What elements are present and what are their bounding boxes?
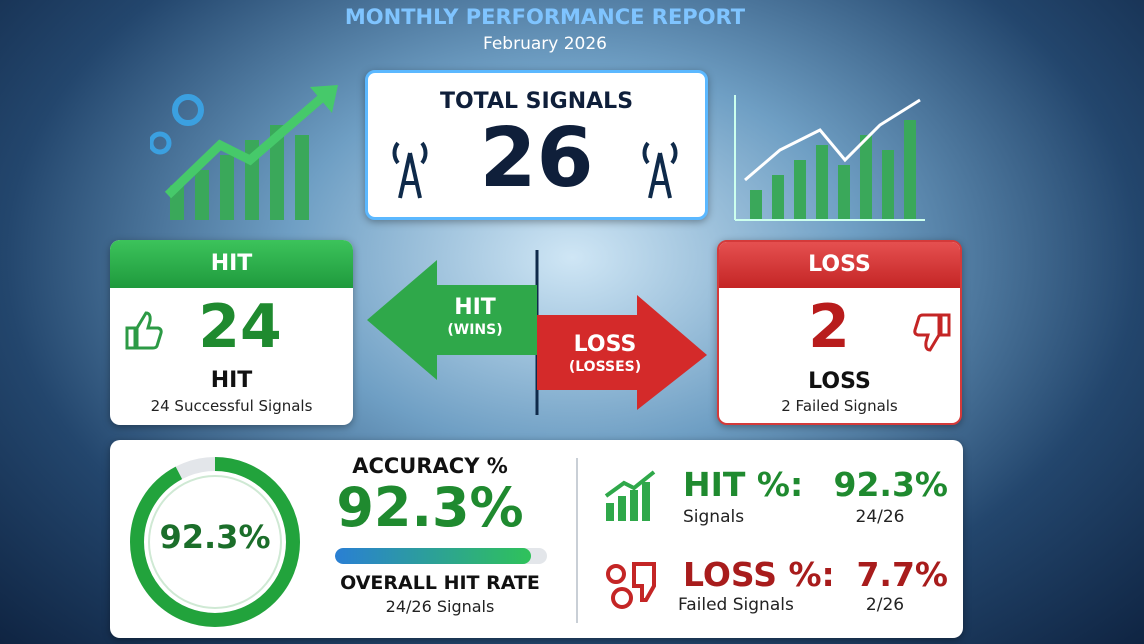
hit-caption: 24 Successful Signals bbox=[150, 397, 313, 415]
hit-pct-caption: Signals bbox=[683, 507, 745, 527]
loss-icon bbox=[606, 562, 656, 609]
arrow-loss-label: LOSS bbox=[573, 332, 637, 357]
gauge-label: 92.3% bbox=[159, 518, 271, 556]
gauge bbox=[130, 457, 300, 627]
loss-caption: 2 Failed Signals bbox=[781, 397, 898, 415]
hit-pct-ratio: 24/26 bbox=[855, 507, 905, 527]
subtitle: February 2026 bbox=[483, 34, 607, 54]
hit-card: HIT 24 HIT 24 Successful Signals bbox=[110, 240, 353, 425]
total-card: TOTAL SIGNALS 26 bbox=[365, 70, 708, 220]
antenna-icons bbox=[392, 141, 678, 199]
hit-pct-label: HIT %: bbox=[683, 465, 804, 504]
rate-caption: 24/26 Signals bbox=[385, 597, 495, 616]
accuracy-value: 92.3% bbox=[336, 476, 524, 539]
loss-pct-caption: Failed Signals bbox=[678, 595, 794, 615]
divider bbox=[576, 458, 578, 623]
accuracy-title: ACCURACY % bbox=[352, 454, 508, 478]
chart-icon bbox=[604, 470, 656, 521]
total-label: TOTAL SIGNALS bbox=[439, 89, 634, 114]
decor-chart-left bbox=[150, 85, 338, 220]
hit-header: HIT bbox=[110, 240, 353, 288]
thumb-down-icon bbox=[913, 313, 951, 352]
loss-pct-label: LOSS %: bbox=[683, 555, 835, 594]
hit-label: HIT bbox=[210, 368, 253, 393]
arrow-loss-sub: (LOSSES) bbox=[568, 359, 642, 375]
title: MONTHLY PERFORMANCE REPORT bbox=[344, 5, 746, 29]
arrows bbox=[367, 250, 707, 415]
rate-label: OVERALL HIT RATE bbox=[340, 572, 540, 594]
progress-fill bbox=[335, 548, 531, 564]
total-value: 26 bbox=[479, 111, 594, 206]
progress-track bbox=[335, 548, 547, 564]
hit-pct-value: 92.3% bbox=[833, 465, 949, 504]
loss-pct-ratio: 2/26 bbox=[865, 595, 905, 615]
gauge-arc bbox=[130, 457, 300, 627]
hit-value: 24 bbox=[198, 292, 282, 362]
thumb-up-icon bbox=[125, 311, 163, 350]
decor-chart-right bbox=[734, 95, 925, 221]
arrow-hit-label: HIT bbox=[454, 295, 496, 320]
loss-header: LOSS bbox=[719, 242, 960, 288]
loss-label: LOSS bbox=[808, 369, 871, 394]
loss-value: 2 bbox=[808, 292, 850, 362]
loss-card: LOSS 2 LOSS 2 Failed Signals bbox=[717, 240, 962, 425]
stats-panel: 92.3% ACCURACY % 92.3% OVERALL HIT RATE … bbox=[110, 440, 963, 638]
arrow-hit-sub: (WINS) bbox=[447, 322, 503, 338]
loss-pct-value: 7.7% bbox=[856, 555, 948, 594]
